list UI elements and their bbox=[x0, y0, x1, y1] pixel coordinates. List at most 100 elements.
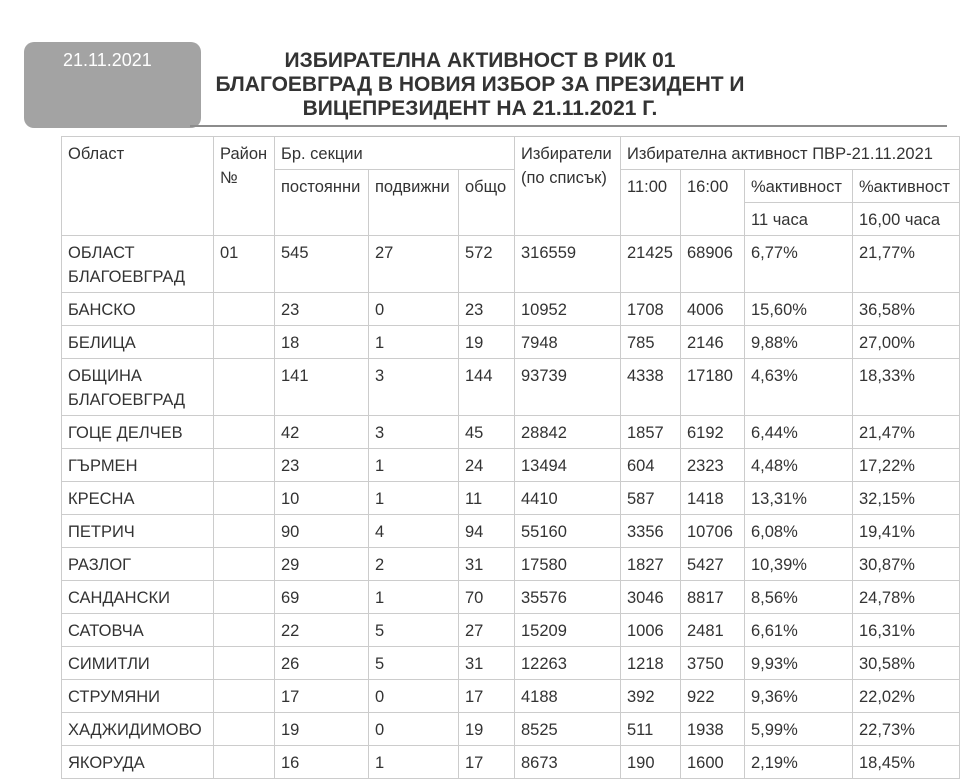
table-body: ОБЛАСТ БЛАГОЕВГРАД 01 545 27 572 316559 21425 6… bbox=[61, 235, 961, 779]
cell-oblast: ОБЛАСТ БЛАГОЕВГРАД bbox=[61, 235, 214, 293]
cell-pct-16: 18,33% bbox=[851, 358, 961, 416]
table-row: ОБЩИНА БЛАГОЕВГРАД 141 3 144 93739 4338 17180 4… bbox=[61, 358, 961, 416]
table-row: ХАДЖИДИМОВО 19 0 19 8525 511 1938 5,99% 22,73% bbox=[61, 712, 961, 746]
cell-pct-16: 30,58% bbox=[851, 646, 961, 680]
cell-pct-11: 10,39% bbox=[744, 547, 853, 581]
cell-voters: 316559 bbox=[514, 235, 621, 293]
cell-1100: 1218 bbox=[620, 646, 681, 680]
cell-1600: 922 bbox=[680, 679, 745, 713]
header-mobile: подвижни bbox=[368, 169, 459, 236]
cell-permanent: 545 bbox=[274, 235, 369, 293]
cell-pct-16: 16,31% bbox=[851, 613, 961, 647]
cell-1600: 5427 bbox=[680, 547, 745, 581]
cell-pct-11: 6,44% bbox=[744, 415, 853, 449]
cell-rayon bbox=[213, 358, 275, 416]
table-row: САНДАНСКИ 69 1 70 35576 3046 8817 8,56% 24,78% bbox=[61, 580, 961, 614]
header-time-1600: 16:00 bbox=[680, 169, 745, 236]
cell-1100: 604 bbox=[620, 448, 681, 482]
table-row: ГОЦЕ ДЕЛЧЕВ 42 3 45 28842 1857 6192 6,44% 21,47% bbox=[61, 415, 961, 449]
cell-rayon bbox=[213, 547, 275, 581]
header-pct-activity-11: %активност bbox=[744, 169, 853, 203]
cell-oblast: ГЪРМЕН bbox=[61, 448, 214, 482]
cell-pct-11: 5,99% bbox=[744, 712, 853, 746]
cell-1100: 392 bbox=[620, 679, 681, 713]
cell-1100: 785 bbox=[620, 325, 681, 359]
turnout-table: Област Район № Бр. секции Избиратели (по… bbox=[61, 136, 961, 779]
cell-total: 11 bbox=[458, 481, 515, 515]
cell-voters: 12263 bbox=[514, 646, 621, 680]
cell-mobile: 5 bbox=[368, 613, 459, 647]
cell-mobile: 0 bbox=[368, 679, 459, 713]
cell-1600: 3750 bbox=[680, 646, 745, 680]
cell-pct-11: 15,60% bbox=[744, 292, 853, 326]
cell-1600: 4006 bbox=[680, 292, 745, 326]
cell-pct-11: 2,19% bbox=[744, 745, 853, 779]
cell-1600: 8817 bbox=[680, 580, 745, 614]
cell-mobile: 3 bbox=[368, 415, 459, 449]
cell-pct-16: 22,02% bbox=[851, 679, 961, 713]
cell-total: 17 bbox=[458, 745, 515, 779]
cell-voters: 28842 bbox=[514, 415, 621, 449]
cell-permanent: 18 bbox=[274, 325, 369, 359]
table-row: РАЗЛОГ 29 2 31 17580 1827 5427 10,39% 30,87% bbox=[61, 547, 961, 581]
cell-voters: 8673 bbox=[514, 745, 621, 779]
table-row: САТОВЧА 22 5 27 15209 1006 2481 6,61% 16,31% bbox=[61, 613, 961, 647]
cell-rayon bbox=[213, 481, 275, 515]
page-title-line-2: БЛАГОЕВГРАД В НОВИЯ ИЗБОР ЗА ПРЕЗИДЕНТ И bbox=[215, 73, 745, 96]
table-row: КРЕСНА 10 1 11 4410 587 1418 13,31% 32,15% bbox=[61, 481, 961, 515]
cell-oblast: САТОВЧА bbox=[61, 613, 214, 647]
cell-1600: 68906 bbox=[680, 235, 745, 293]
cell-voters: 55160 bbox=[514, 514, 621, 548]
cell-mobile: 1 bbox=[368, 745, 459, 779]
cell-permanent: 19 bbox=[274, 712, 369, 746]
cell-1100: 1708 bbox=[620, 292, 681, 326]
cell-voters: 35576 bbox=[514, 580, 621, 614]
cell-1600: 1938 bbox=[680, 712, 745, 746]
page-title-line-1: ИЗБИРАТЕЛНА АКТИВНОСТ В РИК 01 bbox=[284, 49, 676, 72]
cell-pct-16: 36,58% bbox=[851, 292, 961, 326]
cell-oblast: ЯКОРУДА bbox=[61, 745, 214, 779]
cell-permanent: 10 bbox=[274, 481, 369, 515]
header-time-1100: 11:00 bbox=[620, 169, 681, 236]
cell-pct-16: 27,00% bbox=[851, 325, 961, 359]
cell-rayon bbox=[213, 712, 275, 746]
cell-1100: 587 bbox=[620, 481, 681, 515]
cell-voters: 4188 bbox=[514, 679, 621, 713]
header-sections: Бр. секции bbox=[274, 136, 515, 170]
cell-mobile: 27 bbox=[368, 235, 459, 293]
cell-oblast: РАЗЛОГ bbox=[61, 547, 214, 581]
header-permanent: постоянни bbox=[274, 169, 369, 236]
cell-permanent: 17 bbox=[274, 679, 369, 713]
cell-mobile: 5 bbox=[368, 646, 459, 680]
cell-rayon bbox=[213, 448, 275, 482]
cell-rayon bbox=[213, 514, 275, 548]
cell-pct-16: 30,87% bbox=[851, 547, 961, 581]
cell-rayon bbox=[213, 415, 275, 449]
cell-total: 70 bbox=[458, 580, 515, 614]
table-row: БЕЛИЦА 18 1 19 7948 785 2146 9,88% 27,00% bbox=[61, 325, 961, 359]
cell-oblast: САНДАНСКИ bbox=[61, 580, 214, 614]
cell-permanent: 141 bbox=[274, 358, 369, 416]
cell-rayon bbox=[213, 613, 275, 647]
cell-pct-16: 21,77% bbox=[851, 235, 961, 293]
cell-mobile: 1 bbox=[368, 325, 459, 359]
date-badge: 21.11.2021 bbox=[24, 42, 201, 128]
cell-oblast: СТРУМЯНИ bbox=[61, 679, 214, 713]
cell-rayon bbox=[213, 679, 275, 713]
cell-mobile: 4 bbox=[368, 514, 459, 548]
cell-oblast: СИМИТЛИ bbox=[61, 646, 214, 680]
cell-permanent: 23 bbox=[274, 292, 369, 326]
cell-1100: 1827 bbox=[620, 547, 681, 581]
table-row: ГЪРМЕН 23 1 24 13494 604 2323 4,48% 17,22% bbox=[61, 448, 961, 482]
cell-1600: 2323 bbox=[680, 448, 745, 482]
table-header: Област Район № Бр. секции Избиратели (по… bbox=[61, 136, 961, 236]
cell-rayon bbox=[213, 580, 275, 614]
cell-total: 31 bbox=[458, 646, 515, 680]
cell-total: 17 bbox=[458, 679, 515, 713]
cell-mobile: 1 bbox=[368, 481, 459, 515]
header-voters: Избиратели (по списък) bbox=[514, 136, 621, 236]
cell-rayon bbox=[213, 646, 275, 680]
cell-oblast: БЕЛИЦА bbox=[61, 325, 214, 359]
cell-1100: 1006 bbox=[620, 613, 681, 647]
cell-pct-11: 6,61% bbox=[744, 613, 853, 647]
